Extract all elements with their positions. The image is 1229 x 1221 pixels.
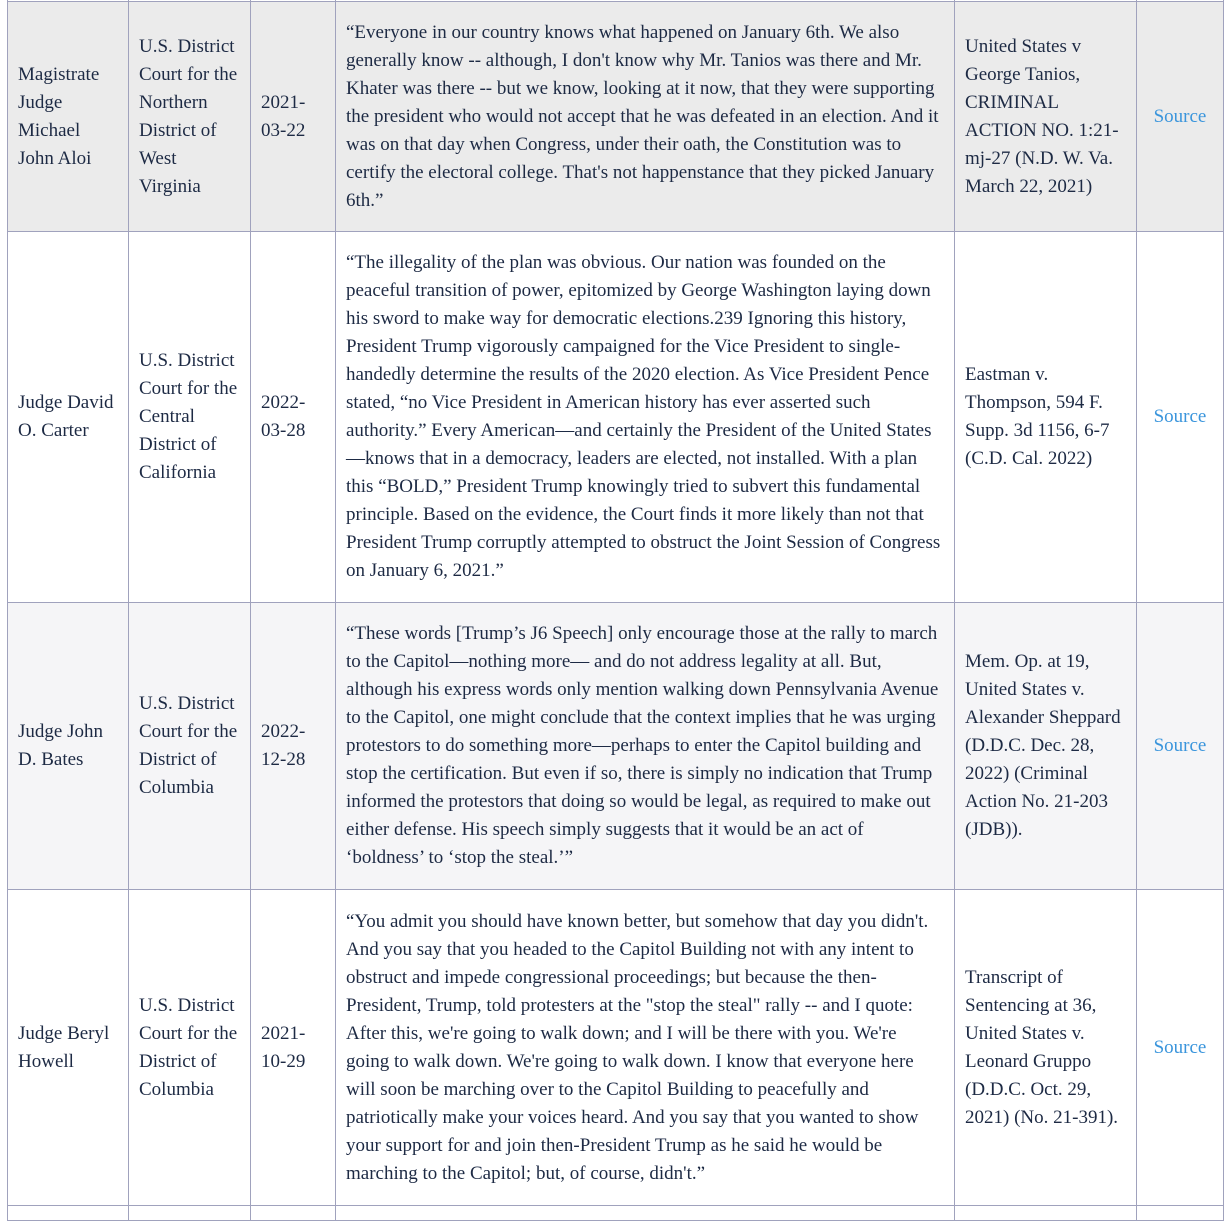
quote-cell: “You admit you should have known better,… (335, 889, 955, 1206)
source-cell: Source (1136, 1, 1224, 232)
source-link[interactable]: Source (1153, 105, 1207, 127)
court-cell: U.S. District Court for the Northern Dis… (128, 1, 251, 232)
source-cell: Source (1136, 231, 1224, 603)
judge-cell: Magistrate Judge Michael John Aloi (7, 1, 129, 232)
judge-cell: Judge John D. Bates (7, 602, 129, 890)
citation-cell: Eastman v. Thompson, 594 F. Supp. 3d 115… (954, 231, 1137, 603)
table-row: Judge Beryl Howell U.S. District Court f… (7, 889, 1224, 1206)
source-link[interactable]: Source (1153, 406, 1207, 427)
table-row: Judge David O. Carter U.S. District Cour… (7, 231, 1224, 603)
table-row-partial (7, 1205, 1224, 1221)
court-cell: U.S. District Court for the District of … (128, 602, 251, 890)
judge-cell: Judge Beryl Howell (7, 889, 129, 1206)
citation-cell: Mem. Op. at 19, United States v. Alexand… (954, 602, 1137, 890)
quote-cell: “Everyone in our country knows what happ… (335, 1, 955, 232)
date-cell: 2022-03-28 (250, 231, 336, 603)
quote-cell: “The illegality of the plan was obvious.… (335, 231, 955, 603)
quote-cell: “These words [Trump’s J6 Speech] only en… (335, 602, 955, 890)
table-row: Judge John D. Bates U.S. District Court … (7, 602, 1224, 890)
source-link[interactable]: Source (1153, 735, 1207, 756)
source-cell: Source (1136, 602, 1224, 890)
date-cell: 2021-10-29 (250, 889, 336, 1206)
source-cell: Source (1136, 889, 1224, 1206)
date-cell: 2022-12-28 (250, 602, 336, 890)
judge-cell: Judge David O. Carter (7, 231, 129, 603)
citation-cell: United States v George Tanios, CRIMINAL … (954, 1, 1137, 232)
date-cell: 2021-03-22 (250, 1, 336, 232)
source-link[interactable]: Source (1153, 1036, 1207, 1058)
court-cell: U.S. District Court for the District of … (128, 889, 251, 1206)
court-quotes-table: Magistrate Judge Michael John Aloi U.S. … (7, 0, 1224, 1221)
citation-cell: Transcript of Sentencing at 36, United S… (954, 889, 1137, 1206)
court-cell: U.S. District Court for the Central Dist… (128, 231, 251, 603)
table-row: Magistrate Judge Michael John Aloi U.S. … (7, 1, 1224, 232)
